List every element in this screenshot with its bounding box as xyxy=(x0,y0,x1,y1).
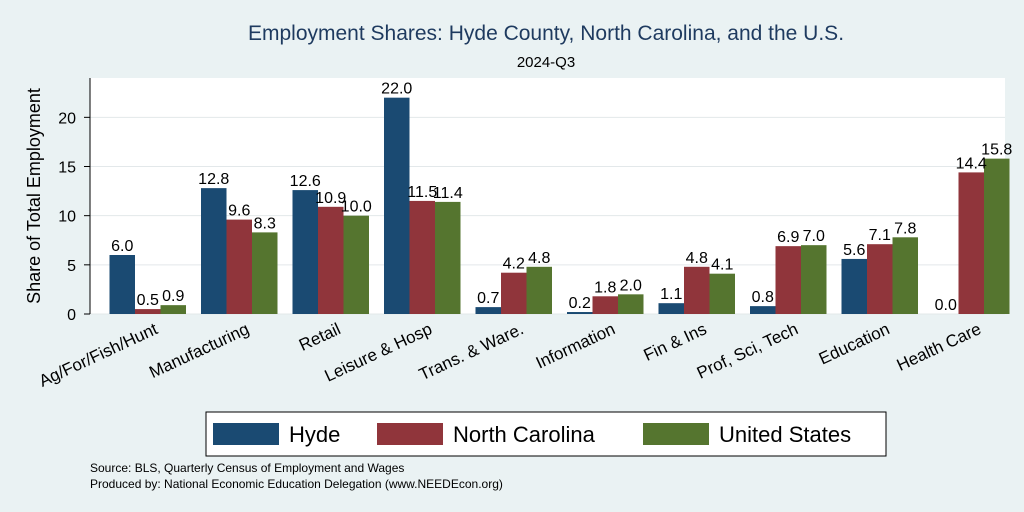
y-tick-label: 15 xyxy=(58,160,76,177)
data-label: 12.6 xyxy=(290,173,321,190)
legend: Hyde North Carolina United States xyxy=(205,411,887,457)
bar xyxy=(252,232,278,314)
bar xyxy=(658,303,684,314)
bar xyxy=(526,266,552,314)
data-label: 0.5 xyxy=(137,292,159,309)
data-label: 14.4 xyxy=(956,155,987,172)
category-label: Fin & Ins xyxy=(641,319,710,365)
legend-label: United States xyxy=(719,422,851,447)
bar xyxy=(501,272,527,314)
y-tick-label: 5 xyxy=(67,258,76,275)
legend-label: Hyde xyxy=(289,422,340,447)
bar-group xyxy=(109,97,1010,315)
legend-swatch xyxy=(643,423,709,445)
bar xyxy=(160,305,186,314)
data-label: 6.9 xyxy=(777,229,799,246)
legend-box xyxy=(205,411,887,457)
y-tick-label: 20 xyxy=(58,110,76,127)
data-label: 0.9 xyxy=(162,288,184,305)
y-axis-ticks: 0 5 10 15 20 xyxy=(58,110,90,324)
bar xyxy=(958,172,984,314)
bar xyxy=(775,246,801,314)
bar xyxy=(841,258,867,314)
data-label: 0.0 xyxy=(935,297,957,314)
data-label: 1.8 xyxy=(594,279,616,296)
data-label: 10.9 xyxy=(315,190,346,207)
data-label: 11.5 xyxy=(407,184,437,201)
produced-by-note: Produced by: National Economic Education… xyxy=(90,477,503,491)
bar xyxy=(343,215,369,314)
data-label: 10.0 xyxy=(341,199,372,216)
bar xyxy=(384,97,410,315)
category-label: Ag/For/Fish/Hunt xyxy=(36,319,161,391)
data-label: 4.2 xyxy=(503,256,525,273)
bar xyxy=(984,158,1010,314)
data-label: 5.6 xyxy=(843,242,865,259)
data-label: 11.4 xyxy=(433,185,463,202)
category-label: Prof, Sci, Tech xyxy=(694,319,801,382)
data-label: 15.8 xyxy=(981,142,1012,159)
data-label: 22.0 xyxy=(381,81,412,98)
category-label: Retail xyxy=(296,319,343,355)
data-label: 4.8 xyxy=(686,250,708,267)
bar xyxy=(409,200,435,314)
legend-swatch xyxy=(213,423,279,445)
bar xyxy=(618,294,644,314)
legend-label: North Carolina xyxy=(453,422,596,447)
bar xyxy=(892,237,918,314)
bar xyxy=(684,266,710,314)
bar xyxy=(226,219,252,314)
bar xyxy=(318,206,344,314)
bar xyxy=(801,245,827,314)
chart-title: Employment Shares: Hyde County, North Ca… xyxy=(248,22,844,45)
bar xyxy=(750,306,776,314)
bar xyxy=(135,309,161,314)
category-label: Manufacturing xyxy=(146,319,252,382)
data-label: 7.1 xyxy=(869,227,891,244)
bar xyxy=(201,188,227,314)
y-axis-label: Share of Total Employment xyxy=(24,88,44,304)
bar xyxy=(109,255,135,314)
data-label: 2.0 xyxy=(620,277,642,294)
data-label: 4.1 xyxy=(711,257,733,274)
category-label: Information xyxy=(533,319,618,372)
bar xyxy=(867,244,893,314)
bar xyxy=(475,307,501,314)
bar xyxy=(567,312,593,314)
bar xyxy=(592,296,618,314)
data-label: 7.8 xyxy=(894,220,916,237)
data-label: 4.8 xyxy=(528,250,550,267)
bar xyxy=(435,201,461,314)
category-label: Education xyxy=(816,319,893,368)
source-note: Source: BLS, Quarterly Census of Employm… xyxy=(90,461,404,475)
data-label: 0.7 xyxy=(477,290,499,307)
data-labels: 6.00.5 0.912.89.68.312.610.910.022.011.51… xyxy=(111,81,1012,314)
y-tick-label: 0 xyxy=(67,307,76,324)
data-label: 1.1 xyxy=(660,286,682,303)
data-label: 9.6 xyxy=(228,203,250,220)
data-label: 0.8 xyxy=(752,289,774,306)
chart-subtitle: 2024-Q3 xyxy=(517,54,575,71)
data-label: 0.2 xyxy=(569,295,591,312)
category-label: Trans. & Ware. xyxy=(416,319,526,384)
data-label: 8.3 xyxy=(254,215,276,232)
y-tick-label: 10 xyxy=(58,209,76,226)
bar xyxy=(709,273,735,314)
legend-swatch xyxy=(377,423,443,445)
bar xyxy=(292,190,318,314)
data-label: 7.0 xyxy=(803,228,825,245)
category-label: Health Care xyxy=(894,319,984,375)
data-label: 12.8 xyxy=(198,171,229,188)
data-label: 6.0 xyxy=(111,238,133,255)
